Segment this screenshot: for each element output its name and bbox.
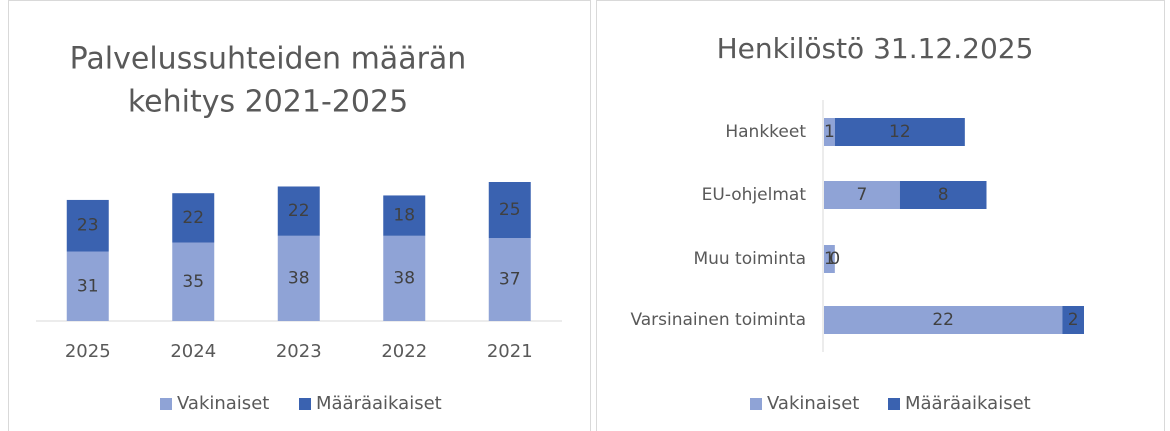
x-tick-label: 2024 (170, 341, 216, 362)
bar-segment (824, 245, 835, 273)
value-label: 22 (182, 208, 204, 228)
bar-segment (172, 193, 215, 243)
legend-label: Vakinaiset (177, 393, 269, 414)
bar-segment (1062, 306, 1084, 334)
bar-segment (277, 186, 320, 236)
legend-label: Määräaikaiset (316, 393, 442, 414)
legend-swatch (888, 398, 900, 410)
y-tick-label: Varsinainen toiminta (630, 310, 806, 330)
value-label: 38 (288, 268, 310, 288)
bar-segment (66, 199, 109, 252)
value-label: 1 (824, 122, 835, 142)
bar-segment (383, 195, 426, 236)
value-label: 0 (829, 249, 840, 269)
bar-segment (383, 235, 426, 321)
value-label: 22 (932, 310, 954, 330)
bar-segment (824, 306, 1063, 334)
x-tick-label: 2022 (381, 341, 427, 362)
value-label: 37 (499, 270, 521, 290)
value-label: 7 (857, 185, 868, 205)
value-label: 12 (889, 122, 911, 142)
legend-label: Määräaikaiset (905, 393, 1031, 414)
value-label: 25 (499, 200, 521, 220)
bar-segment (834, 118, 965, 146)
value-label: 2 (1068, 310, 1079, 330)
value-label: 1 (824, 249, 835, 269)
value-label: 35 (182, 272, 204, 292)
value-label: 8 (938, 185, 949, 205)
chart-title: Henkilöstö 31.12.2025 (717, 32, 1034, 65)
bar-segment (488, 182, 531, 239)
y-tick-label: EU-ohjelmat (702, 185, 807, 205)
bar-segment (824, 118, 835, 146)
y-tick-label: Muu toiminta (693, 249, 806, 269)
legend-swatch (160, 398, 172, 410)
value-label: 18 (393, 206, 415, 226)
y-tick-label: Hankkeet (725, 122, 806, 142)
legend-swatch (750, 398, 762, 410)
panel-right (596, 0, 1165, 431)
chart-title: kehitys 2021-2025 (128, 85, 408, 120)
legend-label: Vakinaiset (767, 393, 859, 414)
bar-segment (172, 242, 215, 321)
value-label: 23 (77, 216, 99, 236)
x-tick-label: 2023 (276, 341, 322, 362)
bar-segment (899, 181, 987, 209)
chart-title: Palvelussuhteiden määrän (70, 42, 467, 77)
legend-swatch (299, 398, 311, 410)
bar-segment (824, 181, 900, 209)
value-label: 31 (77, 276, 99, 296)
value-label: 22 (288, 201, 310, 221)
x-tick-label: 2021 (487, 341, 533, 362)
x-tick-label: 2025 (65, 341, 111, 362)
bar-segment (66, 251, 109, 321)
bar-segment (488, 238, 531, 321)
bar-segment (277, 235, 320, 321)
value-label: 38 (393, 268, 415, 288)
